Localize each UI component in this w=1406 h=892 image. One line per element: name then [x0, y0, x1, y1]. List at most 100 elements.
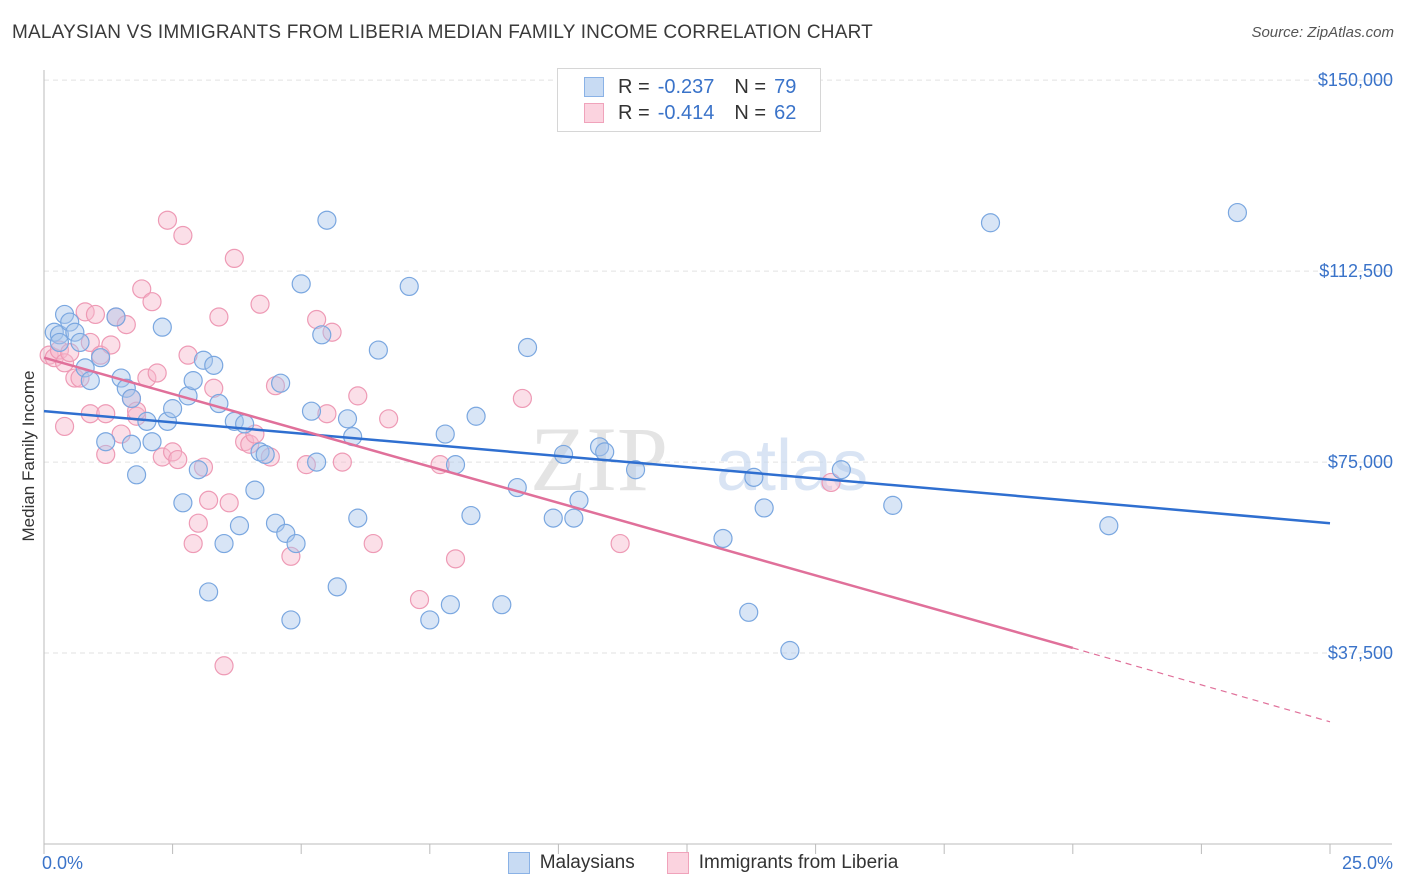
legend-swatch-blue	[507, 852, 530, 874]
malaysian-point-21	[173, 493, 193, 513]
r-value: -0.414	[657, 101, 715, 124]
malaysian-point-38	[276, 523, 296, 543]
malaysian-point-66	[595, 442, 615, 462]
liberia-trend-line	[43, 356, 1074, 650]
y-tick-label-3: $150,000	[1318, 70, 1393, 90]
liberia-point-30	[178, 345, 198, 365]
malaysian-point-25	[193, 350, 214, 370]
malaysian-point-1	[49, 325, 70, 345]
malaysian-point-37	[271, 373, 291, 393]
liberia-point-49	[317, 404, 337, 424]
malaysian-point-3	[60, 312, 80, 332]
r-label: R =	[618, 75, 650, 98]
liberia-point-57	[445, 549, 466, 569]
liberia-point-37	[214, 656, 234, 676]
malaysian-point-73	[831, 460, 851, 480]
liberia-point-53	[363, 533, 383, 554]
malaysian-point-75	[980, 213, 1001, 233]
liberia-point-26	[157, 210, 178, 230]
liberia-point-33	[193, 457, 214, 477]
liberia-point-43	[250, 294, 270, 314]
malaysian-point-9	[96, 432, 116, 452]
malaysian-point-51	[399, 276, 419, 297]
liberia-point-46	[281, 546, 301, 566]
legend-swatch-blue	[584, 77, 604, 97]
legend-label: Immigrants from Liberia	[698, 852, 899, 873]
correlation-legend: R = -0.237 N = 79 R = -0.414 N = 62	[557, 68, 821, 132]
liberia-point-54	[379, 409, 399, 429]
legend-label: Malaysians	[539, 852, 635, 873]
liberia-point-28	[168, 449, 188, 470]
gridlines	[44, 79, 1392, 654]
liberia-point-32	[188, 513, 208, 533]
liberia-point-21	[132, 279, 152, 299]
liberia-point-51	[332, 452, 352, 472]
malaysian-point-33	[245, 480, 265, 500]
source-credit: Source: ZipAtlas.com	[1251, 24, 1394, 41]
malaysian-point-65	[589, 437, 610, 457]
liberia-point-11	[85, 304, 106, 325]
liberia-point-18	[116, 315, 136, 335]
series-legend: Malaysians Immigrants from Liberia	[0, 852, 1406, 874]
r-value: -0.237	[657, 75, 715, 98]
liberia-point-45	[265, 376, 286, 396]
liberia-point-15	[101, 335, 121, 355]
malaysian-point-72	[780, 640, 800, 661]
y-tick-label-0: $37,500	[1328, 643, 1393, 663]
x-tick-label-left: 0.0%	[42, 853, 83, 873]
liberia-point-34	[199, 490, 219, 510]
watermark-atlas: atlas	[716, 426, 868, 506]
legend-row-liberia: R = -0.414 N = 62	[584, 100, 796, 126]
malaysian-point-39	[281, 610, 301, 630]
malaysian-point-57	[466, 406, 486, 426]
malaysian-point-12	[116, 378, 136, 398]
legend-item-liberia[interactable]: Immigrants from Liberia	[666, 852, 899, 874]
malaysian-point-34	[250, 442, 270, 462]
legend-swatch-pink	[666, 852, 689, 874]
malaysian-point-78	[49, 332, 70, 353]
malaysian-point-31	[229, 516, 250, 536]
malaysian-point-61	[543, 508, 563, 528]
malaysian-point-41	[291, 274, 311, 294]
liberia-point-52	[348, 386, 368, 406]
liberia-point-23	[142, 292, 162, 312]
malaysian-point-62	[553, 444, 574, 465]
axes	[43, 70, 1392, 854]
malaysian-point-24	[188, 460, 208, 480]
liberia-point-59	[610, 533, 630, 554]
y-tick-label-2: $112,500	[1319, 261, 1393, 281]
malaysian-points	[44, 202, 1248, 661]
liberia-point-39	[224, 248, 244, 269]
malaysian-point-44	[312, 325, 332, 345]
malaysian-point-35	[255, 444, 275, 465]
x-tick-label-right: 25.0%	[1342, 853, 1393, 873]
liberia-point-44	[260, 447, 280, 467]
malaysian-point-77	[1227, 202, 1248, 223]
malaysian-point-76	[1099, 516, 1119, 536]
axis-labels: Median Family Income 0.0% 25.0% $37,500 $…	[19, 70, 1393, 873]
liberia-point-38	[219, 493, 239, 513]
malaysian-point-52	[420, 610, 440, 630]
liberia-point-6	[65, 368, 85, 388]
n-label: N =	[734, 101, 767, 124]
malaysian-point-4	[65, 322, 85, 342]
malaysian-point-15	[126, 465, 147, 485]
n-value: 79	[774, 75, 797, 98]
trend-lines	[43, 356, 1331, 723]
malaysian-point-67	[625, 460, 646, 480]
malaysian-point-68	[713, 528, 733, 549]
liberia-point-41	[240, 434, 260, 454]
malaysian-point-7	[80, 371, 100, 391]
malaysian-point-47	[337, 409, 358, 429]
liberia-points	[39, 210, 841, 676]
liberia-point-24	[147, 363, 167, 383]
liberia-point-36	[209, 307, 229, 327]
liberia-point-60	[821, 472, 841, 493]
legend-item-malaysians[interactable]: Malaysians	[507, 852, 635, 874]
malaysian-point-43	[307, 452, 327, 472]
malaysian-point-54	[440, 595, 460, 615]
y-tick-label-1: $75,000	[1328, 452, 1393, 472]
malaysian-point-46	[327, 577, 347, 597]
malaysian-point-29	[214, 533, 234, 554]
malaysian-point-49	[348, 508, 368, 528]
